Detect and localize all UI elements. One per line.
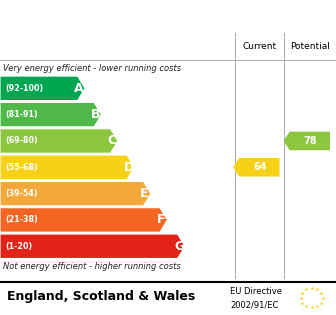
Text: 64: 64 xyxy=(253,162,267,172)
Polygon shape xyxy=(0,181,151,206)
Text: (39-54): (39-54) xyxy=(5,189,38,198)
Polygon shape xyxy=(0,208,167,232)
Text: (21-38): (21-38) xyxy=(5,215,38,225)
Text: Very energy efficient - lower running costs: Very energy efficient - lower running co… xyxy=(3,64,181,73)
Text: England, Scotland & Wales: England, Scotland & Wales xyxy=(7,290,195,303)
Text: 2002/91/EC: 2002/91/EC xyxy=(230,301,279,309)
Text: EU Directive: EU Directive xyxy=(230,287,282,296)
Text: F: F xyxy=(157,214,165,226)
Polygon shape xyxy=(233,158,280,177)
Text: (1-20): (1-20) xyxy=(5,242,32,251)
Text: 78: 78 xyxy=(304,136,317,146)
Polygon shape xyxy=(0,76,85,100)
Text: A: A xyxy=(74,82,84,95)
Polygon shape xyxy=(284,132,330,150)
Text: C: C xyxy=(107,135,116,147)
Polygon shape xyxy=(0,129,118,153)
Text: Potential: Potential xyxy=(290,42,330,51)
Text: B: B xyxy=(91,108,100,121)
Text: (81-91): (81-91) xyxy=(5,110,38,119)
Text: (69-80): (69-80) xyxy=(5,136,38,146)
Polygon shape xyxy=(0,234,185,259)
Text: (55-68): (55-68) xyxy=(5,163,38,172)
Text: Current: Current xyxy=(242,42,277,51)
Polygon shape xyxy=(0,155,134,180)
Text: E: E xyxy=(140,187,149,200)
Text: Energy Efficiency Rating: Energy Efficiency Rating xyxy=(63,9,273,24)
Text: G: G xyxy=(174,240,184,253)
Text: Not energy efficient - higher running costs: Not energy efficient - higher running co… xyxy=(3,262,181,271)
Text: (92-100): (92-100) xyxy=(5,84,43,93)
Polygon shape xyxy=(0,102,101,127)
Text: D: D xyxy=(124,161,134,174)
